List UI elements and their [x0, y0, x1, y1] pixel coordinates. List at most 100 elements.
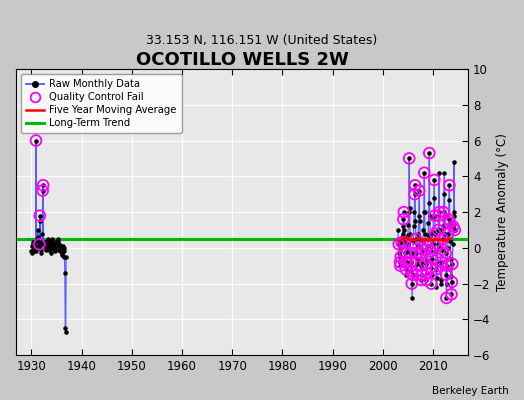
Point	[437, 280, 445, 287]
Point	[49, 238, 57, 244]
Point	[443, 262, 452, 269]
Point	[38, 188, 47, 194]
Point	[35, 245, 43, 251]
Point	[50, 246, 59, 253]
Point	[28, 250, 36, 256]
Point	[413, 272, 421, 278]
Point	[37, 250, 45, 256]
Point	[61, 329, 70, 335]
Point	[40, 241, 48, 248]
Point	[41, 245, 50, 251]
Point	[422, 270, 431, 276]
Point	[49, 243, 58, 249]
Point	[60, 248, 68, 255]
Point	[424, 200, 433, 206]
Point	[56, 246, 64, 253]
Point	[28, 243, 37, 249]
Point	[443, 245, 452, 251]
Point	[46, 243, 54, 249]
Title: OCOTILLO WELLS 2W: OCOTILLO WELLS 2W	[136, 51, 348, 69]
Point	[408, 272, 417, 278]
Point	[50, 245, 58, 251]
Point	[436, 262, 445, 269]
Point	[42, 246, 50, 253]
Point	[399, 223, 407, 230]
Point	[422, 277, 431, 283]
Point	[414, 243, 422, 249]
Point	[431, 212, 439, 219]
Point	[445, 182, 454, 188]
Point	[417, 250, 425, 256]
Point	[422, 270, 431, 276]
Point	[36, 239, 45, 246]
Point	[445, 182, 454, 188]
Point	[421, 246, 430, 253]
Point	[31, 246, 39, 253]
Point	[428, 255, 436, 262]
Point	[410, 191, 419, 197]
Point	[428, 272, 436, 278]
Legend: Raw Monthly Data, Quality Control Fail, Five Year Moving Average, Long-Term Tren: Raw Monthly Data, Quality Control Fail, …	[21, 74, 182, 133]
Point	[395, 241, 403, 248]
Point	[422, 261, 430, 267]
Point	[33, 236, 41, 242]
Point	[32, 245, 41, 251]
Point	[401, 250, 409, 256]
Point	[43, 236, 52, 242]
Point	[417, 277, 425, 283]
Point	[431, 212, 439, 219]
Point	[396, 254, 404, 260]
Point	[431, 230, 439, 237]
Point	[406, 250, 414, 256]
Point	[42, 241, 51, 248]
Point	[450, 212, 458, 219]
Point	[402, 266, 410, 272]
Point	[35, 241, 43, 248]
Point	[430, 194, 438, 201]
Point	[439, 236, 447, 242]
Y-axis label: Temperature Anomaly (°C): Temperature Anomaly (°C)	[496, 133, 509, 291]
Point	[54, 238, 62, 244]
Point	[396, 259, 404, 265]
Point	[441, 212, 449, 219]
Point	[418, 259, 427, 265]
Point	[444, 216, 453, 222]
Point	[427, 264, 435, 271]
Point	[424, 232, 432, 238]
Point	[57, 243, 65, 249]
Point	[430, 177, 439, 183]
Point	[403, 241, 412, 248]
Point	[415, 188, 423, 194]
Point	[416, 218, 424, 224]
Point	[30, 245, 39, 251]
Point	[431, 230, 439, 237]
Point	[420, 170, 429, 176]
Point	[439, 223, 447, 230]
Point	[426, 232, 434, 238]
Point	[421, 230, 429, 237]
Point	[58, 252, 67, 258]
Point	[442, 295, 451, 301]
Point	[407, 259, 415, 265]
Point	[451, 227, 459, 233]
Point	[411, 182, 419, 188]
Point	[435, 209, 443, 215]
Point	[398, 230, 407, 237]
Point	[410, 209, 419, 215]
Point	[436, 262, 445, 269]
Point	[406, 250, 414, 256]
Point	[444, 230, 452, 237]
Point	[38, 230, 47, 237]
Point	[419, 227, 428, 233]
Point	[61, 325, 70, 332]
Point	[420, 209, 429, 215]
Point	[427, 280, 435, 287]
Point	[400, 239, 409, 246]
Point	[402, 266, 410, 272]
Point	[443, 280, 451, 287]
Point	[425, 150, 433, 156]
Point	[442, 295, 451, 301]
Point	[396, 262, 405, 269]
Point	[445, 196, 453, 203]
Point	[54, 241, 63, 248]
